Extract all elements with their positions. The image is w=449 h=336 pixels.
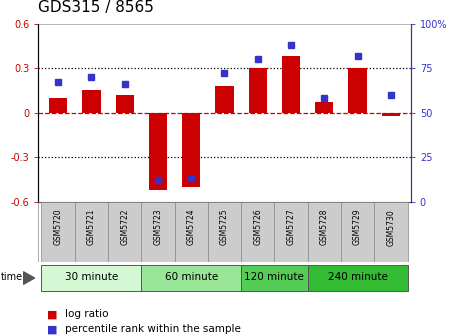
Bar xyxy=(149,113,167,190)
Bar xyxy=(216,86,233,113)
Bar xyxy=(382,113,400,116)
Polygon shape xyxy=(23,272,35,284)
Text: 120 minute: 120 minute xyxy=(244,272,304,283)
Bar xyxy=(41,265,141,291)
Text: GDS315 / 8565: GDS315 / 8565 xyxy=(38,0,154,15)
Text: GSM5721: GSM5721 xyxy=(87,209,96,245)
Bar xyxy=(75,202,108,262)
Bar xyxy=(315,102,334,113)
Text: GSM5724: GSM5724 xyxy=(187,209,196,246)
Bar xyxy=(208,202,241,262)
Text: ■: ■ xyxy=(47,309,57,319)
Text: 240 minute: 240 minute xyxy=(328,272,387,283)
Text: 30 minute: 30 minute xyxy=(65,272,118,283)
Bar xyxy=(308,202,341,262)
Text: time: time xyxy=(1,272,23,283)
Bar xyxy=(182,113,200,187)
Text: log ratio: log ratio xyxy=(65,309,109,319)
Text: GSM5720: GSM5720 xyxy=(53,209,62,246)
Bar xyxy=(108,202,141,262)
Bar xyxy=(175,202,208,262)
Bar xyxy=(49,98,67,113)
Bar xyxy=(341,202,374,262)
Bar xyxy=(241,265,308,291)
Bar xyxy=(348,68,367,113)
Bar xyxy=(308,265,408,291)
Text: GSM5727: GSM5727 xyxy=(286,209,295,246)
Bar xyxy=(41,202,75,262)
Bar xyxy=(282,56,300,113)
Text: ■: ■ xyxy=(47,324,57,334)
Bar xyxy=(374,202,408,262)
Text: percentile rank within the sample: percentile rank within the sample xyxy=(65,324,241,334)
Bar xyxy=(141,265,241,291)
Bar xyxy=(141,202,175,262)
Bar xyxy=(274,202,308,262)
Text: GSM5726: GSM5726 xyxy=(253,209,262,246)
Text: GSM5730: GSM5730 xyxy=(387,209,396,246)
Text: GSM5728: GSM5728 xyxy=(320,209,329,245)
Text: GSM5722: GSM5722 xyxy=(120,209,129,245)
Text: GSM5725: GSM5725 xyxy=(220,209,229,246)
Bar xyxy=(241,202,274,262)
Text: 60 minute: 60 minute xyxy=(165,272,218,283)
Bar xyxy=(82,90,101,113)
Bar xyxy=(115,95,134,113)
Bar xyxy=(249,68,267,113)
Text: GSM5729: GSM5729 xyxy=(353,209,362,246)
Text: GSM5723: GSM5723 xyxy=(154,209,163,246)
